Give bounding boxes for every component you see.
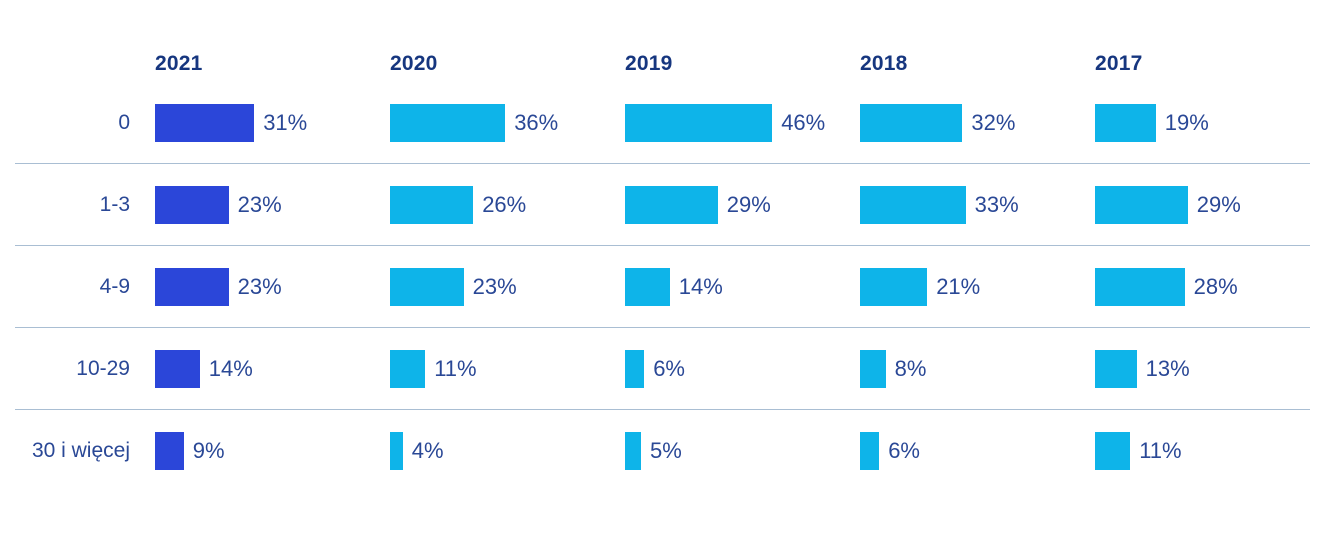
bar-cell-2018-30 i więcej: 6% [860,432,1095,470]
bar-cell-2017-1-3: 29% [1095,185,1325,224]
value-label: 5% [650,438,682,463]
bar-cell-2021-10-29: 14% [155,349,390,388]
bar-2020 [390,267,464,306]
value-label: 11% [1139,438,1182,463]
bar-2021 [155,103,255,142]
value-label: 19% [1164,109,1209,135]
value-label: 33% [974,191,1019,217]
bar-2020 [390,432,403,470]
value-label: 13% [1145,355,1190,381]
table-row: 30 i więcej 9% 4% 5% 6% 11% [15,410,1310,492]
bar-cell-2017-0: 19% [1095,103,1325,142]
table-row: 4-9 23% 23% 14% 21% 28% [15,246,1310,328]
value-label: 31% [263,109,308,135]
value-label: 28% [1193,273,1238,299]
bar-2017 [1095,432,1131,470]
bar-cell-2019-4-9: 14% [625,267,860,306]
bar-2020 [390,349,426,388]
value-label: 29% [1196,191,1241,217]
table-row: 0 31% 36% 46% 32% 19% [15,82,1310,164]
bar-cell-2021-4-9: 23% [155,267,390,306]
value-label: 6% [653,355,685,381]
year-header-row: 2021 2020 2019 2018 2017 [15,14,1310,82]
value-label: 46% [781,109,826,135]
bar-2017 [1095,267,1185,306]
bar-cell-2018-1-3: 33% [860,185,1095,224]
year-header-2017: 2017 [1095,52,1143,75]
bar-2018 [860,349,886,388]
table-row: 10-29 14% 11% 6% 8% 13% [15,328,1310,410]
bar-cell-2021-30 i więcej: 9% [155,432,390,470]
bar-cell-2018-0: 32% [860,103,1095,142]
bar-cell-2017-30 i więcej: 11% [1095,432,1325,470]
bar-2021 [155,185,229,224]
value-label: 23% [237,191,282,217]
value-label: 29% [726,191,771,217]
value-label: 23% [472,273,517,299]
bar-2017 [1095,185,1188,224]
bar-2019 [625,267,670,306]
value-label: 14% [208,355,253,381]
bar-cell-2019-1-3: 29% [625,185,860,224]
chart-rows: 0 31% 36% 46% 32% 19% 1-3 23% 26% 29% 33% 29% 4-9 23%… [15,82,1310,492]
value-label: 26% [482,191,527,217]
year-header-2019: 2019 [625,52,673,75]
bar-2020 [390,185,474,224]
bar-cell-2018-4-9: 21% [860,267,1095,306]
year-header-2020: 2020 [390,52,438,75]
bar-cell-2019-10-29: 6% [625,349,860,388]
bar-cell-2020-4-9: 23% [390,267,625,306]
row-label: 4-9 [99,274,130,298]
bar-cell-2017-10-29: 13% [1095,349,1325,388]
grouped-bar-chart: 2021 2020 2019 2018 2017 0 31% 36% 46% 32% 19% 1-3… [15,14,1310,492]
table-row: 1-3 23% 26% 29% 33% 29% [15,164,1310,246]
bar-2018 [860,432,880,470]
bar-2021 [155,432,184,470]
bar-2018 [860,185,966,224]
bar-cell-2021-0: 31% [155,103,390,142]
value-label: 36% [514,109,559,135]
bar-2017 [1095,349,1137,388]
bar-cell-2020-30 i więcej: 4% [390,432,625,470]
bar-2019 [625,349,645,388]
row-label: 0 [118,110,130,134]
value-label: 14% [678,273,723,299]
row-label: 30 i więcej [31,439,130,462]
bar-cell-2020-10-29: 11% [390,349,625,388]
value-label: 21% [936,273,981,299]
bar-2019 [625,432,641,470]
value-label: 4% [411,438,444,463]
bar-2019 [625,185,718,224]
year-header-2021: 2021 [155,52,203,75]
value-label: 23% [237,273,282,299]
bar-2018 [860,103,963,142]
bar-2017 [1095,103,1156,142]
value-label: 32% [971,109,1016,135]
bar-cell-2017-4-9: 28% [1095,267,1325,306]
bar-cell-2019-0: 46% [625,103,860,142]
bar-2021 [155,267,229,306]
bar-2018 [860,267,928,306]
value-label: 8% [894,355,927,381]
bar-2019 [625,103,773,142]
bar-2021 [155,349,200,388]
bar-cell-2020-1-3: 26% [390,185,625,224]
bar-cell-2021-1-3: 23% [155,185,390,224]
row-label: 1-3 [99,192,130,216]
row-label: 10-29 [76,356,130,380]
year-header-2018: 2018 [860,52,908,75]
bar-cell-2019-30 i więcej: 5% [625,432,860,470]
value-label: 6% [888,438,920,463]
bar-2020 [390,103,506,142]
value-label: 11% [434,355,477,381]
bar-cell-2020-0: 36% [390,103,625,142]
value-label: 9% [192,438,225,463]
bar-cell-2018-10-29: 8% [860,349,1095,388]
